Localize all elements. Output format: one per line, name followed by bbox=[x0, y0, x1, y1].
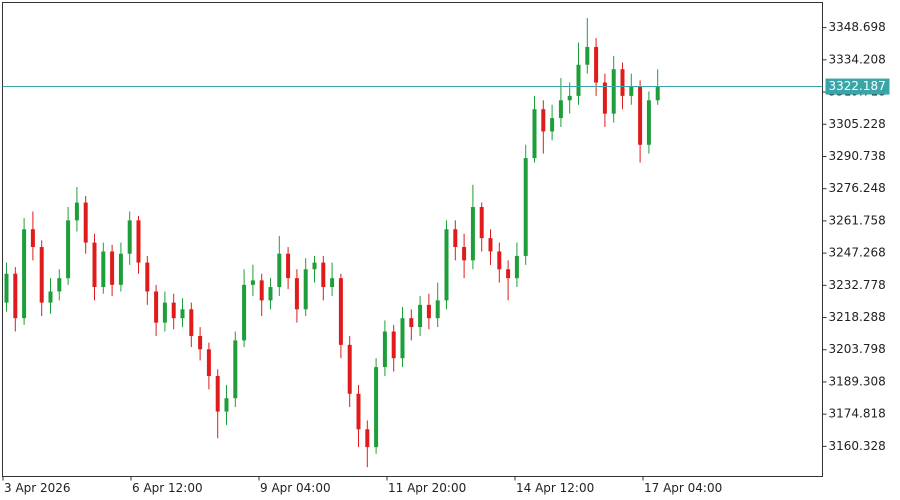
y-tick-label: 3160.328 bbox=[829, 439, 886, 453]
current-price-label: 3322.187 bbox=[829, 79, 886, 93]
candle-body bbox=[514, 255, 519, 279]
candle-body bbox=[567, 95, 572, 101]
candle-body bbox=[92, 242, 97, 288]
candle-body bbox=[497, 251, 502, 270]
candle-body bbox=[110, 251, 115, 285]
x-tick-label: 14 Apr 12:00 bbox=[516, 481, 594, 495]
candle-body bbox=[66, 220, 71, 279]
y-tick-label: 3334.208 bbox=[829, 52, 886, 66]
candle-body bbox=[453, 229, 458, 248]
candle-body bbox=[286, 253, 291, 279]
candle-body bbox=[57, 278, 62, 292]
candle-body bbox=[409, 318, 414, 328]
candle-body bbox=[312, 262, 317, 270]
candle-body bbox=[198, 335, 203, 350]
candle-body bbox=[250, 280, 255, 285]
candle-body bbox=[541, 109, 546, 132]
y-tick-label: 3276.248 bbox=[829, 181, 886, 195]
candle-body bbox=[22, 229, 27, 319]
x-tick-label: 6 Apr 12:00 bbox=[132, 481, 203, 495]
y-tick-label: 3174.818 bbox=[829, 407, 886, 421]
candle-body bbox=[550, 118, 555, 132]
candle-body bbox=[391, 331, 396, 359]
candle-body bbox=[611, 69, 616, 114]
candle-body bbox=[171, 302, 176, 319]
candle-body bbox=[374, 367, 379, 448]
y-tick-label: 3232.778 bbox=[829, 278, 886, 292]
y-tick-label: 3261.758 bbox=[829, 213, 886, 227]
y-tick-label: 3348.698 bbox=[829, 20, 886, 34]
candle-body bbox=[242, 284, 247, 341]
candle-body bbox=[594, 46, 599, 83]
candle-body bbox=[576, 64, 581, 96]
candle-body bbox=[558, 100, 563, 119]
candle-body bbox=[321, 262, 326, 288]
candle-body bbox=[118, 253, 123, 285]
candle-body bbox=[145, 262, 150, 292]
candle-body bbox=[330, 278, 335, 288]
candle-body bbox=[462, 247, 467, 261]
candle-body bbox=[127, 220, 132, 254]
y-tick-label: 3189.308 bbox=[829, 374, 886, 388]
candle-body bbox=[620, 69, 625, 96]
y-tick-label: 3305.228 bbox=[829, 117, 886, 131]
candle-body bbox=[488, 238, 493, 252]
candle-body bbox=[189, 309, 194, 336]
candle-body bbox=[365, 429, 370, 448]
candle-body bbox=[655, 86, 660, 101]
candle-body bbox=[382, 331, 387, 368]
x-tick-label: 17 Apr 04:00 bbox=[644, 481, 722, 495]
candle-body bbox=[338, 278, 343, 345]
candle-body bbox=[136, 220, 141, 263]
candle-body bbox=[646, 100, 651, 145]
candle-body bbox=[154, 291, 159, 323]
candle-body bbox=[585, 46, 590, 65]
candle-body bbox=[224, 398, 229, 412]
candle-body bbox=[13, 273, 18, 319]
current-price-tag bbox=[825, 78, 890, 95]
candle-body bbox=[268, 287, 273, 301]
y-tick-label: 3203.798 bbox=[829, 342, 886, 356]
candle-body bbox=[418, 304, 423, 328]
candle-body bbox=[294, 278, 299, 310]
candle-body bbox=[180, 309, 185, 319]
candle-body bbox=[470, 207, 475, 261]
candle-body bbox=[532, 109, 537, 159]
candle-body bbox=[400, 318, 405, 359]
candle-body bbox=[523, 158, 528, 256]
candle-body bbox=[479, 207, 484, 239]
candle-body bbox=[435, 300, 440, 319]
candle-body bbox=[206, 349, 211, 376]
candle-body bbox=[30, 229, 35, 248]
x-tick-label: 11 Apr 20:00 bbox=[388, 481, 466, 495]
candle-body bbox=[162, 302, 167, 323]
candle-body bbox=[444, 229, 449, 301]
candle-body bbox=[602, 82, 607, 114]
candle-body bbox=[259, 280, 264, 301]
candle-body bbox=[74, 202, 79, 221]
candle-body bbox=[356, 393, 361, 430]
y-tick-label: 3247.268 bbox=[829, 246, 886, 260]
candle-body bbox=[277, 253, 282, 288]
candle-body bbox=[101, 251, 106, 288]
candle-body bbox=[39, 247, 44, 303]
candle-body bbox=[215, 375, 220, 412]
plot-frame bbox=[2, 2, 823, 477]
x-tick-label: 3 Apr 2026 bbox=[4, 481, 71, 495]
y-tick-label: 3290.738 bbox=[829, 149, 886, 163]
y-tick-label: 3218.288 bbox=[829, 310, 886, 324]
candle-body bbox=[506, 269, 511, 279]
candle-body bbox=[629, 86, 634, 96]
candle-body bbox=[48, 291, 53, 303]
x-tick-label: 9 Apr 04:00 bbox=[260, 481, 331, 495]
candle-body bbox=[4, 273, 9, 303]
candle-body bbox=[347, 344, 352, 394]
candle-body bbox=[638, 86, 643, 145]
candle-body bbox=[83, 202, 88, 243]
candle-body bbox=[303, 269, 308, 310]
candle-body bbox=[426, 304, 431, 319]
candle-body bbox=[233, 340, 238, 399]
